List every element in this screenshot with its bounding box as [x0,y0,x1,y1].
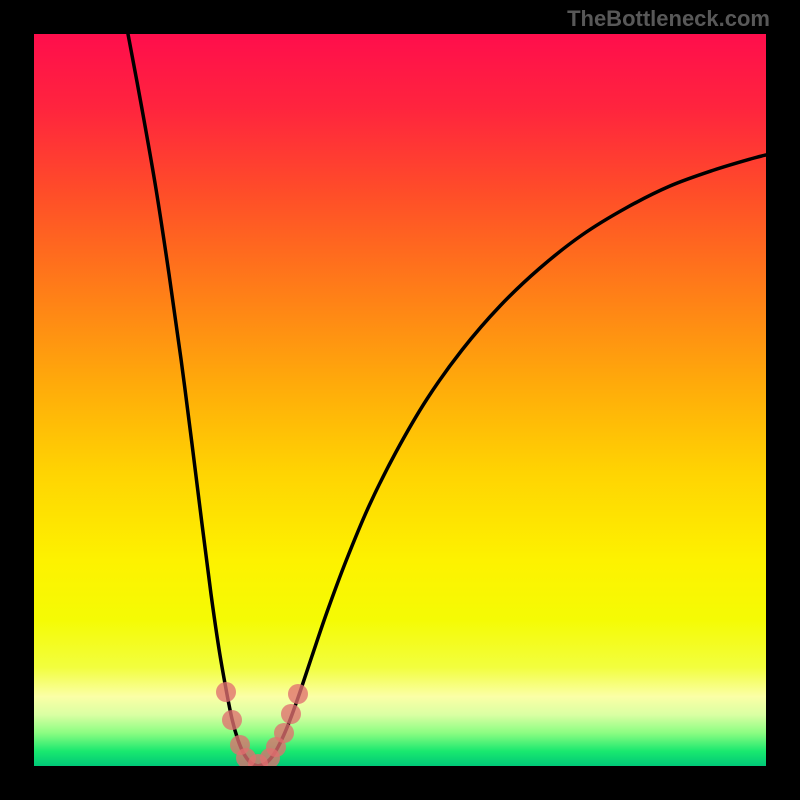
gradient-background [34,34,766,766]
watermark-text: TheBottleneck.com [567,6,770,32]
data-dot [216,682,236,702]
data-dot [222,710,242,730]
chart-svg [34,34,766,766]
data-dot [281,704,301,724]
data-dot [274,723,294,743]
chart-frame: TheBottleneck.com [0,0,800,800]
plot-area [34,34,766,766]
data-dot [288,684,308,704]
